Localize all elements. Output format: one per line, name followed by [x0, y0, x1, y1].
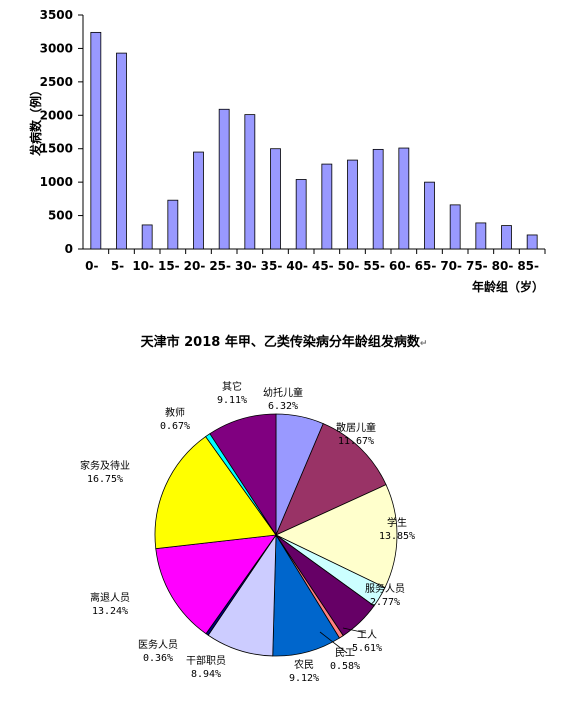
x-tick-label: 65- — [415, 259, 437, 273]
y-tick-label: 2500 — [40, 75, 73, 89]
bar-50 — [347, 159, 358, 250]
bar-15 — [167, 199, 179, 250]
pie-slice-percent: 5.61% — [352, 643, 382, 654]
y-tick-label: 500 — [48, 209, 73, 223]
bar-60 — [398, 147, 410, 250]
bar-45 — [321, 163, 333, 250]
bar-chart-x-axis-label: 年龄组（岁） — [472, 279, 544, 294]
pie-slice — [275, 484, 398, 589]
pie-slice-percent: 0.36% — [143, 653, 173, 664]
bar-40 — [295, 179, 307, 250]
x-tick-label: 40- — [286, 259, 308, 273]
x-tick-label: 10- — [132, 259, 154, 273]
pie-slice-percent: 13.24% — [92, 606, 128, 617]
x-tick-label: 50- — [338, 259, 360, 273]
x-tick-label: 35- — [261, 259, 283, 273]
pie-slice-percent: 13.85% — [379, 531, 415, 542]
pie-slice-label: 民工 — [335, 647, 355, 659]
leader-line — [342, 627, 367, 634]
bar-0 — [90, 31, 102, 250]
bar-55 — [372, 148, 384, 250]
x-tick-label: 45- — [312, 259, 334, 273]
pie-slice-label: 教师 — [165, 406, 185, 419]
bar-10 — [141, 224, 153, 250]
bar-65 — [424, 181, 435, 250]
pie-slice-label: 农民 — [294, 658, 314, 671]
pie-chart-slices — [154, 413, 398, 657]
pie-slice-label: 散居儿童 — [336, 421, 376, 434]
x-tick-label: 60- — [389, 259, 411, 273]
x-tick-label: 75- — [466, 259, 488, 273]
pie-slice-label: 医务人员 — [138, 638, 178, 651]
pie-slice-label: 服务人员 — [365, 582, 405, 595]
y-tick-label: 1500 — [40, 142, 73, 156]
bar-5 — [116, 52, 127, 250]
x-tick-label: 5- — [111, 259, 124, 273]
pie-slice-label: 家务及待业 — [80, 459, 130, 472]
pie-slice-percent: 11.67% — [338, 436, 374, 447]
x-tick-label: 80- — [492, 259, 514, 273]
leader-line — [319, 631, 348, 654]
pie-slice — [154, 436, 277, 550]
pie-slice-percent: 0.58% — [330, 661, 360, 672]
bar-35 — [270, 148, 281, 250]
pie-slice-label: 干部职员 — [186, 654, 226, 667]
pie-slice-label: 其它 — [222, 380, 242, 393]
bar-chart-y-axis-label: 发病数（例） — [28, 84, 43, 157]
pie-chart-labels: 幼托儿童 6.32% 散居儿童 11.67% 学生 13.85% 服务人员 2.77% 工人 5.… — [80, 380, 415, 684]
occupation-pie-chart: 天津市 2018 年甲、乙类传染病分年龄组发病数↵ 幼托儿童 6.32% 散居儿童 1… — [80, 334, 428, 684]
x-tick-label: 70- — [440, 259, 462, 273]
x-tick-label: 15- — [158, 259, 180, 273]
x-tick-label: 85- — [517, 259, 539, 273]
pie-slice-percent: 9.11% — [217, 395, 247, 406]
y-tick-label: 2000 — [40, 108, 73, 122]
pie-slice-percent: 0.67% — [160, 421, 190, 432]
pie-chart-title: 天津市 2018 年甲、乙类传染病分年龄组发病数↵ — [141, 334, 428, 350]
bar-80 — [501, 225, 512, 250]
bar-85 — [526, 234, 538, 250]
bar-75 — [475, 222, 487, 250]
pie-slice — [155, 534, 277, 635]
pie-slice — [209, 413, 277, 537]
bar-70 — [449, 204, 461, 250]
y-tick-label: 1000 — [40, 175, 73, 189]
x-tick-label: 55- — [363, 259, 385, 273]
pie-slice-label: 学生 — [387, 516, 407, 529]
pie-slice-percent: 2.77% — [370, 597, 400, 608]
pie-slice-label: 离退人员 — [90, 591, 130, 604]
bar-20 — [193, 151, 204, 250]
x-tick-label: 0- — [85, 259, 98, 273]
pie-slice-percent: 6.32% — [268, 401, 298, 412]
pie-chart-leader-lines — [319, 627, 367, 654]
y-tick-label: 0 — [65, 242, 73, 256]
bar-chart-axes — [78, 14, 546, 254]
pie-slice — [275, 423, 387, 536]
title-return-mark: ↵ — [420, 339, 428, 349]
age-group-bar-chart: 0- 5- 10- 15- 20- 25- 30- 35- 40- 45- 50- 55- 60- 65-… — [28, 8, 546, 294]
pie-slice-percent: 9.12% — [289, 673, 319, 684]
pie-slice-label: 工人 — [357, 629, 377, 641]
x-tick-label: 25- — [209, 259, 231, 273]
bar-25 — [218, 108, 230, 250]
y-tick-label: 3500 — [40, 8, 73, 22]
bar-chart-x-tick-labels: 0- 5- 10- 15- 20- 25- 30- 35- 40- 45- 50- 55- 60- 65-… — [85, 259, 539, 273]
bar-chart-y-tick-labels: 0 500 1000 1500 2000 2500 3000 3500 — [40, 8, 73, 256]
pie-slice-percent: 8.94% — [191, 669, 221, 680]
pie-slice-percent: 16.75% — [87, 474, 123, 485]
bar-30 — [244, 114, 256, 250]
bar-chart-bars — [90, 31, 538, 250]
x-tick-label: 30- — [235, 259, 257, 273]
pie-slice-label: 幼托儿童 — [263, 386, 303, 399]
y-tick-label: 3000 — [40, 41, 73, 55]
x-tick-label: 20- — [184, 259, 206, 273]
